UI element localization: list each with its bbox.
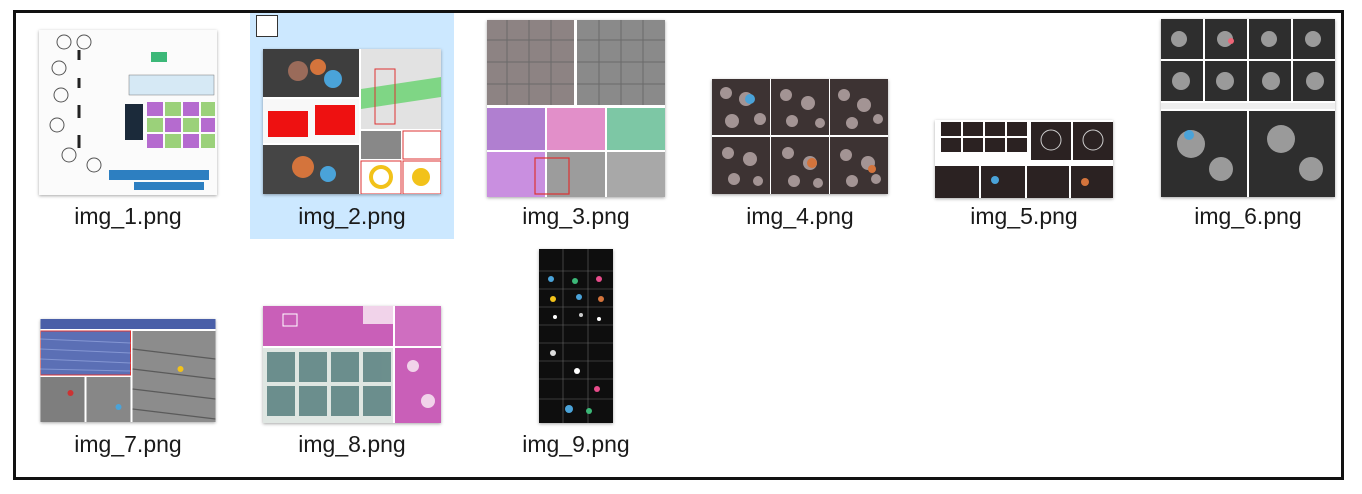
file-tile-img-8[interactable]: img_8.png [250,241,454,467]
img-7-thumbnail [41,319,216,422]
file-name-label: img_1.png [26,203,230,230]
file-tile-img-2[interactable]: img_2.png [250,13,454,239]
img-1-thumbnail [39,30,217,195]
file-name-label: img_3.png [474,203,678,230]
file-name-label: img_4.png [698,203,902,230]
img-2-thumbnail [263,49,441,194]
selection-checkbox[interactable] [256,15,278,37]
file-tile-img-3[interactable]: img_3.png [474,13,678,239]
img-3-thumbnail [487,20,665,197]
img-9-thumbnail [539,249,613,423]
img-5-thumbnail [935,120,1113,198]
file-explorer-view: img_1.png [13,10,1344,480]
file-tile-img-5[interactable]: img_5.png [922,13,1126,239]
file-name-label: img_7.png [26,431,230,458]
file-name-label: img_8.png [250,431,454,458]
file-name-label: img_2.png [250,203,454,230]
file-name-label: img_5.png [922,203,1126,230]
img-8-thumbnail [263,306,441,423]
img-4-thumbnail [712,79,888,194]
file-tile-img-1[interactable]: img_1.png [26,13,230,239]
file-name-label: img_6.png [1146,203,1350,230]
file-tile-img-6[interactable]: img_6.png [1146,13,1350,239]
file-tile-img-9[interactable]: img_9.png [474,241,678,467]
file-tile-img-7[interactable]: img_7.png [26,241,230,467]
img-6-thumbnail [1161,19,1335,197]
file-tile-img-4[interactable]: img_4.png [698,13,902,239]
file-name-label: img_9.png [474,431,678,458]
